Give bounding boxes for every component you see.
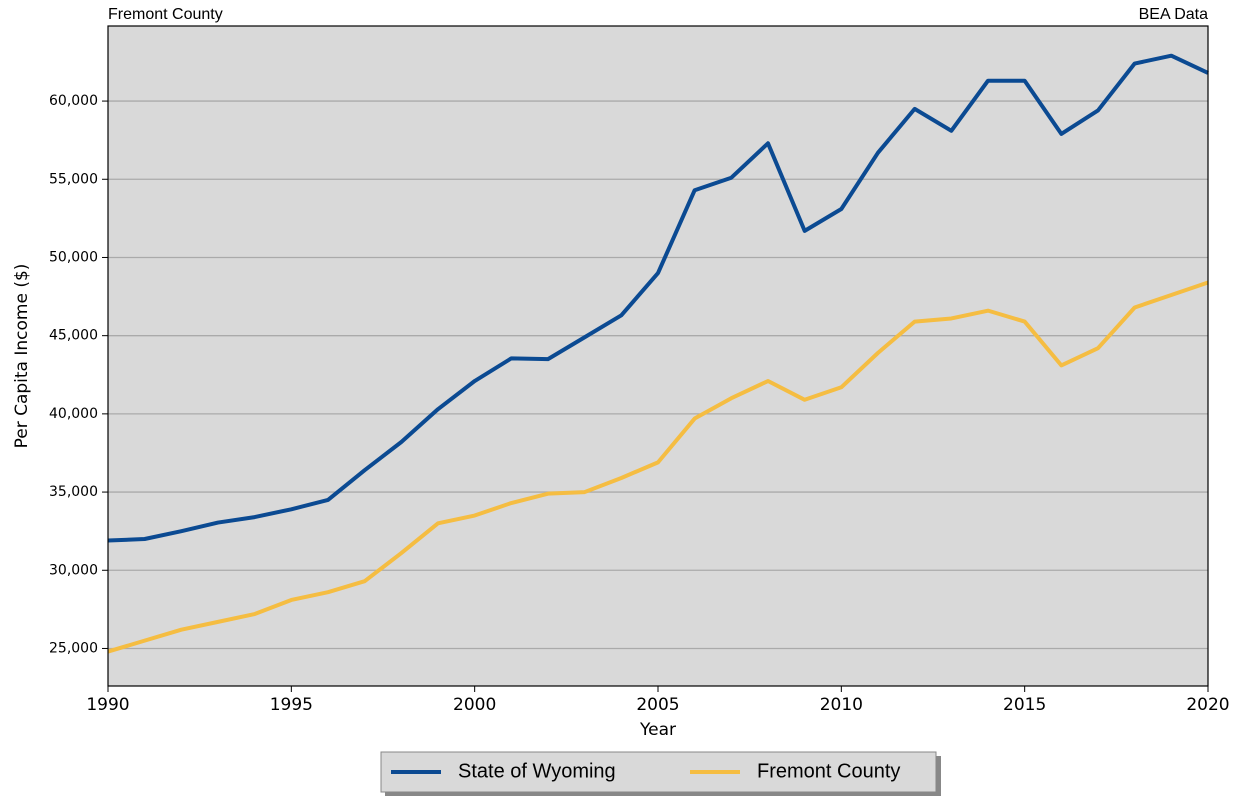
x-tick-label: 2000 [453, 695, 496, 715]
y-tick-label: 25,000 [49, 640, 98, 656]
x-tick-label: 2005 [636, 695, 679, 715]
y-tick-label: 55,000 [49, 171, 98, 187]
y-tick-label: 50,000 [49, 249, 98, 265]
plot-frame [107, 25, 1209, 687]
legend-label: Fremont County [757, 760, 900, 782]
x-tick-label: 2015 [1003, 695, 1046, 715]
series-line [107, 280, 1209, 654]
y-axis-label: Per Capita Income ($) [12, 264, 32, 449]
y-tick-label: 30,000 [49, 562, 98, 578]
y-tick-label: 45,000 [49, 328, 98, 344]
x-tick-label: 2010 [820, 695, 863, 715]
y-tick-label: 35,000 [49, 484, 98, 500]
y-tick-label: 60,000 [49, 93, 98, 109]
subtitle-left: Fremont County [108, 6, 223, 23]
x-tick-label: 1995 [270, 695, 313, 715]
x-tick-label: 1990 [86, 695, 129, 715]
x-tick-label: 2020 [1186, 695, 1229, 715]
y-tick-label: 40,000 [49, 406, 98, 422]
x-axis-label: Year [639, 720, 676, 740]
series-line [107, 53, 1209, 543]
legend-label: State of Wyoming [458, 760, 616, 782]
subtitle-right: BEA Data [1139, 6, 1208, 23]
plot-area [108, 26, 1208, 686]
legend [380, 751, 937, 793]
